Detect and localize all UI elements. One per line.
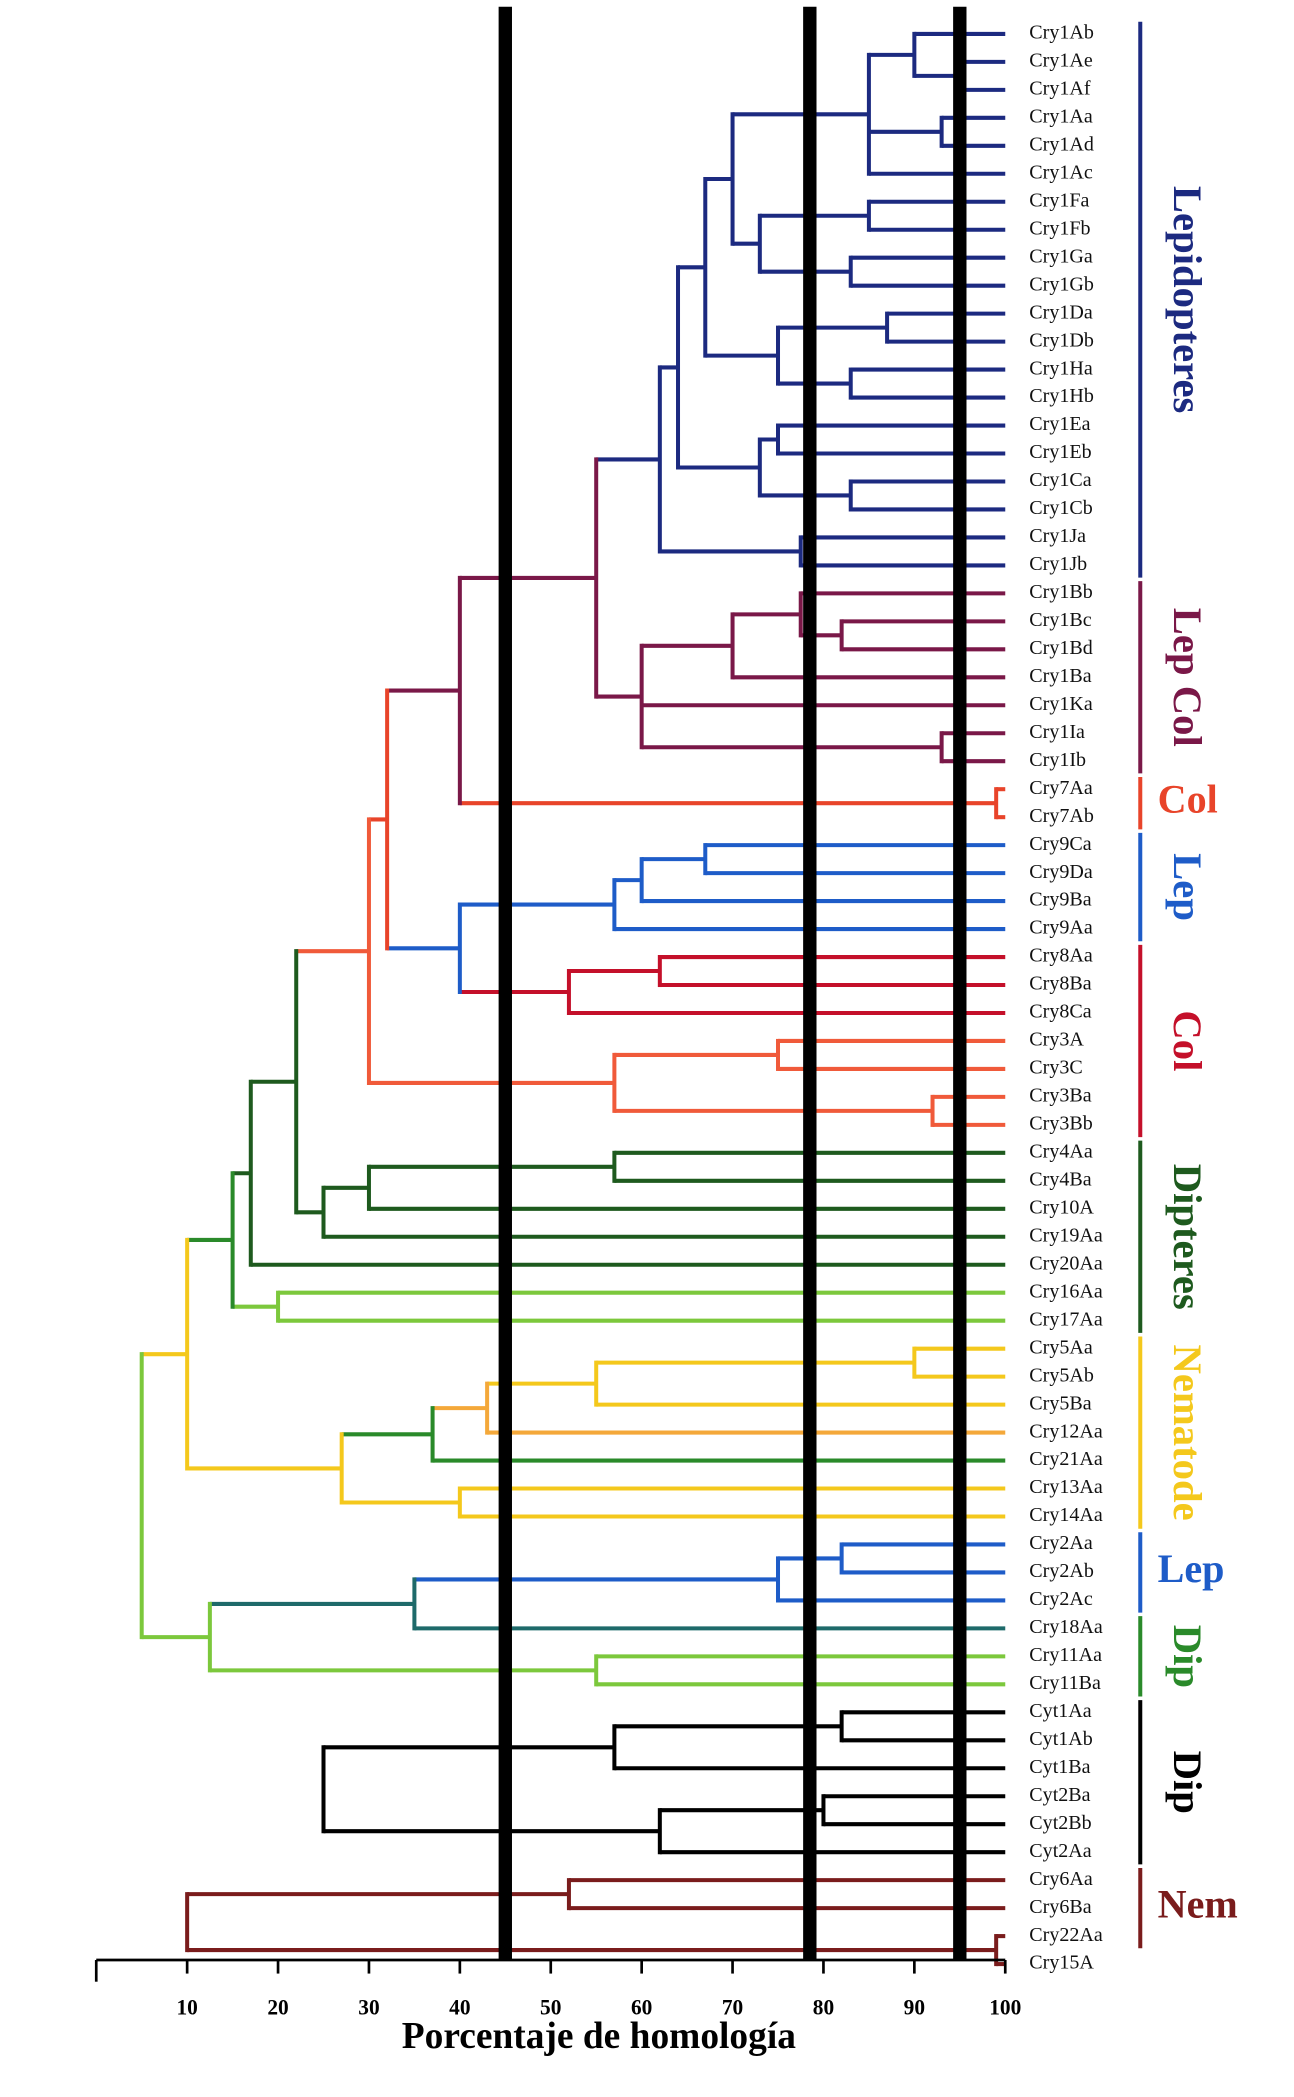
group-label: Nematode: [1165, 1344, 1210, 1520]
leaf-label: Cry11Ba: [1029, 1672, 1101, 1694]
leaf-label: Cry8Ba: [1029, 973, 1091, 995]
leaf-label: Cry2Aa: [1029, 1532, 1092, 1554]
leaf-label: Cry12Aa: [1029, 1420, 1103, 1442]
leaf-label: Cyt2Aa: [1029, 1840, 1091, 1862]
leaf-label: Cry3C: [1029, 1056, 1082, 1078]
leaf-label: Cry3Bb: [1029, 1112, 1092, 1134]
leaf-label: Cry1Ea: [1029, 413, 1090, 435]
leaf-label: Cry1Gb: [1029, 273, 1094, 295]
leaf-label: Cry2Ab: [1029, 1560, 1094, 1582]
leaf-label: Cry6Ba: [1029, 1896, 1091, 1918]
group-label: Lep Col: [1165, 608, 1210, 747]
leaf-label: Cry1Fa: [1029, 189, 1089, 211]
leaf-label: Cry1Ac: [1029, 161, 1092, 183]
leaf-label: Cry1Ga: [1029, 245, 1092, 267]
leaf-label: Cry11Aa: [1029, 1644, 1102, 1666]
leaf-label: Cry2Ac: [1029, 1588, 1092, 1610]
leaf-label: Cry14Aa: [1029, 1504, 1103, 1526]
x-tick-label: 20: [267, 1995, 288, 2019]
leaf-label: Cry1Bc: [1029, 609, 1091, 631]
group-label: Col: [1158, 776, 1218, 821]
leaf-label: Cry1Ae: [1029, 49, 1092, 71]
leaf-label: Cry15A: [1029, 1952, 1094, 1974]
x-tick-label: 10: [176, 1995, 197, 2019]
leaf-label: Cry9Ba: [1029, 889, 1091, 911]
leaf-label: Cry1Af: [1029, 77, 1091, 99]
leaf-label: Cry1Ca: [1029, 469, 1091, 491]
leaf-label: Cry1Ab: [1029, 21, 1094, 43]
group-label: Lep: [1158, 1546, 1225, 1591]
leaf-label: Cry1Ia: [1029, 721, 1085, 743]
leaf-label: Cry4Aa: [1029, 1140, 1092, 1162]
x-tick-label: 80: [813, 1995, 834, 2019]
group-label: Lepidopteres: [1165, 186, 1210, 413]
leaf-label: Cry17Aa: [1029, 1308, 1103, 1330]
leaf-label: Cry8Aa: [1029, 945, 1092, 967]
x-tick-label: 90: [904, 1995, 925, 2019]
x-tick-label: 70: [722, 1995, 743, 2019]
leaf-label: Cry13Aa: [1029, 1476, 1103, 1498]
group-label: Dipteres: [1165, 1164, 1210, 1310]
leaf-label: Cyt2Ba: [1029, 1784, 1090, 1806]
leaf-label: Cry9Aa: [1029, 917, 1092, 939]
x-tick-label: 100: [989, 1995, 1021, 2019]
leaf-label: Cyt2Bb: [1029, 1812, 1091, 1834]
leaf-label: Cry1Hb: [1029, 385, 1094, 407]
leaf-label: Cry6Aa: [1029, 1868, 1092, 1890]
leaf-label: Cry1Fb: [1029, 217, 1090, 239]
leaf-label: Cry9Ca: [1029, 833, 1091, 855]
leaf-label: Cry3Ba: [1029, 1084, 1091, 1106]
leaf-label: Cry1Da: [1029, 301, 1092, 323]
leaf-label: Cry1Ka: [1029, 693, 1092, 715]
leaf-label: Cry1Ib: [1029, 749, 1086, 771]
leaf-label: Cry20Aa: [1029, 1252, 1103, 1274]
leaf-label: Cry1Jb: [1029, 553, 1087, 575]
x-axis-title: Porcentaje de homología: [402, 2015, 796, 2057]
leaf-label: Cry7Ab: [1029, 805, 1094, 827]
x-tick-label: 30: [358, 1995, 379, 2019]
x-tick-label: 50: [540, 1995, 561, 2019]
leaf-label: Cry8Ca: [1029, 1001, 1091, 1023]
leaf-label: Cry4Ba: [1029, 1168, 1091, 1190]
leaf-label: Cry3A: [1029, 1029, 1084, 1051]
leaf-label: Cry10A: [1029, 1196, 1094, 1218]
leaf-label: Cry1Eb: [1029, 441, 1091, 463]
leaf-label: Cry18Aa: [1029, 1616, 1103, 1638]
leaf-label: Cyt1Aa: [1029, 1700, 1091, 1722]
leaf-label: Cry1Ha: [1029, 357, 1092, 379]
leaf-label: Cry1Bb: [1029, 581, 1092, 603]
leaf-label: Cry5Aa: [1029, 1336, 1092, 1358]
group-label: Dip: [1165, 1751, 1210, 1814]
leaf-label: Cry21Aa: [1029, 1448, 1103, 1470]
group-label: Nem: [1158, 1881, 1238, 1926]
leaf-label: Cry5Ab: [1029, 1364, 1094, 1386]
leaf-label: Cry1Db: [1029, 329, 1094, 351]
leaf-label: Cry1Aa: [1029, 105, 1092, 127]
leaf-label: Cry1Bd: [1029, 637, 1092, 659]
x-tick-label: 40: [449, 1995, 470, 2019]
leaf-label: Cry1Ba: [1029, 665, 1091, 687]
leaf-label: Cry1Cb: [1029, 497, 1092, 519]
group-label: Dip: [1165, 1625, 1210, 1688]
x-tick-label: 60: [631, 1995, 652, 2019]
leaf-label: Cry1Ja: [1029, 525, 1086, 547]
leaf-label: Cry22Aa: [1029, 1924, 1103, 1946]
group-label: Col: [1165, 1010, 1210, 1071]
leaf-label: Cry1Ad: [1029, 133, 1094, 155]
leaf-label: Cry19Aa: [1029, 1224, 1103, 1246]
leaf-label: Cry16Aa: [1029, 1280, 1103, 1302]
leaf-label: Cry9Da: [1029, 861, 1092, 883]
leaf-label: Cyt1Ab: [1029, 1728, 1092, 1750]
group-label: Lep: [1165, 853, 1210, 921]
leaf-label: Cyt1Ba: [1029, 1756, 1090, 1778]
leaf-label: Cry7Aa: [1029, 777, 1092, 799]
leaf-label: Cry5Ba: [1029, 1392, 1091, 1414]
